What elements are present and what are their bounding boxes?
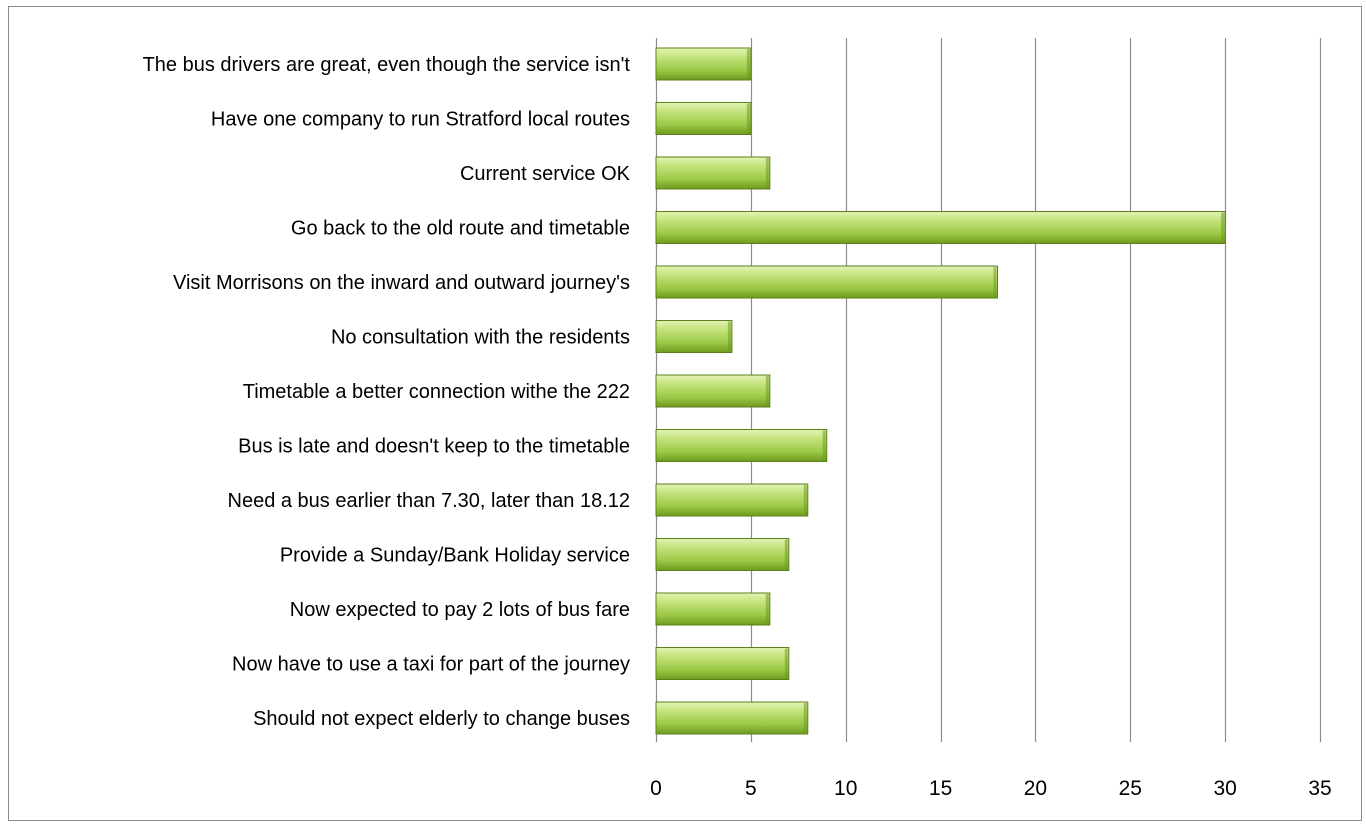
x-tick-label: 35 [1308, 777, 1331, 800]
bar [655, 211, 1226, 244]
bar-end-shade [1221, 212, 1225, 243]
bar [655, 647, 790, 680]
x-tick-label: 5 [745, 777, 757, 800]
x-axis-tick-labels: 0 5 10 15 20 25 30 35 [650, 777, 1332, 800]
bar [655, 538, 790, 571]
bar-end-shade [993, 267, 997, 297]
category-label: Visit Morrisons on the inward and outwar… [173, 272, 630, 294]
bar-end-shade [803, 485, 807, 515]
bar [655, 102, 752, 135]
category-label: Should not expect elderly to change buse… [253, 708, 630, 730]
bar [655, 265, 998, 299]
category-label: No consultation with the residents [331, 327, 630, 349]
bar-end-shade [822, 430, 826, 461]
bar-end-shade [765, 594, 769, 624]
category-label: The bus drivers are great, even though t… [143, 54, 631, 76]
bar-end-shade [746, 49, 750, 79]
bar [655, 374, 771, 408]
chart-frame [8, 6, 1362, 821]
bar-end-shade [803, 703, 807, 733]
category-labels: The bus drivers are great, even though t… [143, 54, 631, 730]
bar-end-shade [784, 539, 788, 570]
x-tick-label: 10 [834, 777, 857, 800]
bar-end-shade [765, 158, 769, 188]
bar [655, 429, 828, 462]
x-tick-label: 25 [1119, 777, 1142, 800]
bar-end-shade [784, 648, 788, 679]
x-tick-label: 0 [650, 777, 662, 800]
category-label: Timetable a better connection withe the … [243, 381, 630, 403]
bar [655, 592, 771, 626]
bar-end-shade [746, 103, 750, 134]
bars [655, 47, 1226, 735]
bar [655, 320, 733, 353]
x-tick-label: 30 [1213, 777, 1236, 800]
category-label: Now have to use a taxi for part of the j… [232, 654, 630, 676]
bar-end-shade [727, 321, 731, 352]
bar [655, 47, 752, 81]
bar [655, 701, 809, 735]
bar [655, 156, 771, 190]
category-label: Now expected to pay 2 lots of bus fare [290, 599, 630, 621]
category-label: Bus is late and doesn't keep to the time… [238, 436, 630, 458]
category-label: Need a bus earlier than 7.30, later than… [228, 490, 631, 512]
category-label: Current service OK [460, 163, 631, 185]
category-label: Have one company to run Stratford local … [211, 109, 630, 131]
x-tick-label: 15 [929, 777, 952, 800]
bar-end-shade [765, 376, 769, 406]
category-label: Go back to the old route and timetable [291, 218, 630, 240]
bar [655, 483, 809, 517]
x-tick-label: 20 [1024, 777, 1047, 800]
category-label: Provide a Sunday/Bank Holiday service [280, 545, 630, 567]
